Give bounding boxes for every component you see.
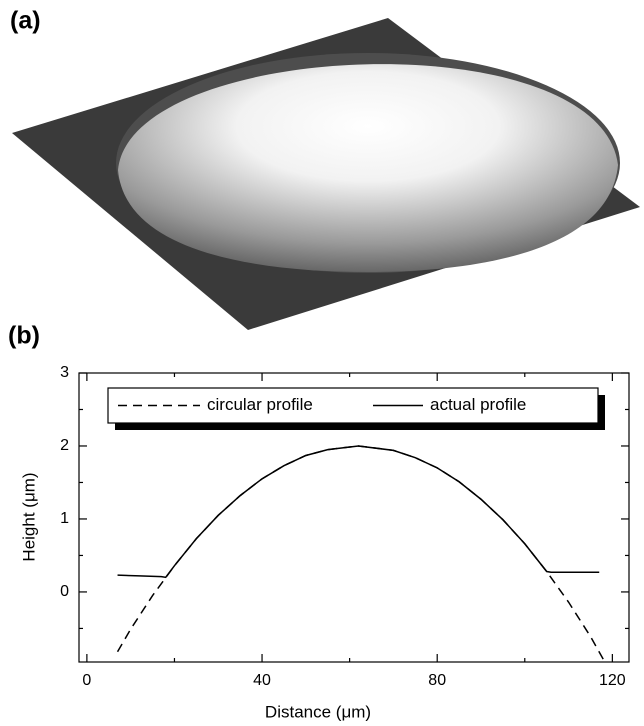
panel-label: (a) bbox=[10, 7, 41, 35]
data-line bbox=[118, 446, 604, 660]
x-tick-label: 120 bbox=[599, 672, 626, 689]
page: (a) (b) Distance (μm) Height (μm) 0 40 80 1… bbox=[0, 0, 644, 726]
x-axis-label: Distance (μm) bbox=[265, 702, 371, 721]
legend-label: circular profile bbox=[207, 395, 313, 414]
figure: (a) (b) Distance (μm) Height (μm) 0 40 80 1… bbox=[0, 0, 644, 726]
y-axis-label: Height (μm) bbox=[19, 472, 38, 561]
y-tick-label: 3 bbox=[60, 364, 69, 381]
panel-label: (b) bbox=[8, 322, 40, 350]
x-tick-label: 80 bbox=[428, 672, 446, 689]
data-line bbox=[118, 446, 600, 577]
x-tick-label: 0 bbox=[82, 672, 91, 689]
y-tick-label: 0 bbox=[60, 583, 69, 600]
legend-label: actual profile bbox=[430, 395, 526, 414]
x-tick-label: 40 bbox=[253, 672, 271, 689]
y-tick-label: 2 bbox=[60, 437, 69, 454]
y-tick-label: 1 bbox=[60, 510, 69, 527]
panel-a-image bbox=[12, 18, 640, 330]
